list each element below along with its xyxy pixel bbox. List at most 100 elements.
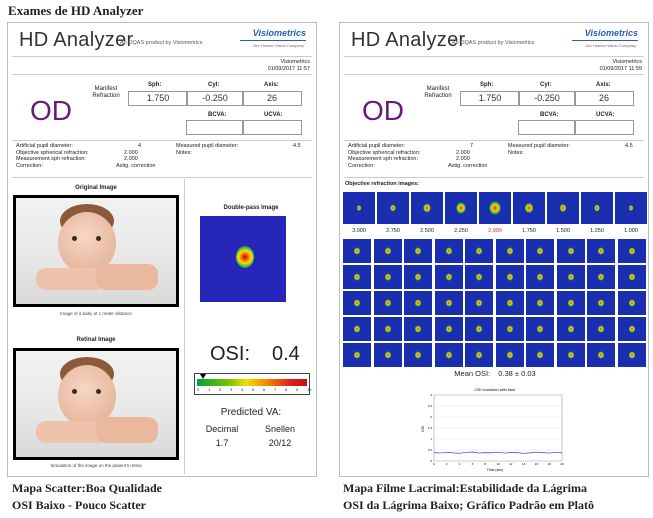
bcva-field[interactable] xyxy=(518,120,576,135)
snellen-label: Snellen xyxy=(264,424,296,434)
tear-film-image[interactable] xyxy=(342,238,372,264)
tear-film-image[interactable] xyxy=(433,290,464,316)
tear-film-image[interactable] xyxy=(403,316,433,342)
refraction-image[interactable] xyxy=(342,191,376,225)
tear-film-image[interactable] xyxy=(433,264,464,290)
tear-film-image[interactable] xyxy=(342,342,372,368)
tear-film-image[interactable] xyxy=(372,290,403,316)
ucva-field[interactable] xyxy=(242,120,302,135)
measured-pupil-label: Measured pupil diameter: xyxy=(508,143,571,149)
tear-film-image[interactable] xyxy=(433,238,464,264)
tear-film-image[interactable] xyxy=(494,238,525,264)
refraction-image[interactable] xyxy=(512,191,546,225)
artificial-pupil-row: Artificial pupil diameter: 4 xyxy=(16,143,176,150)
app-subtitle: An OQAS product by Visiometrics xyxy=(120,40,203,46)
tear-film-image[interactable] xyxy=(555,238,586,264)
tear-film-image[interactable] xyxy=(342,264,372,290)
objective-refraction-title: Objective refraction images: xyxy=(345,181,419,187)
tear-film-image[interactable] xyxy=(372,238,403,264)
tear-film-image[interactable] xyxy=(372,264,403,290)
tear-film-image[interactable] xyxy=(372,316,403,342)
tear-film-image[interactable] xyxy=(525,238,555,264)
retinal-image-caption: Simulation of the image on the patient's… xyxy=(50,463,142,468)
tear-film-image[interactable] xyxy=(525,342,555,368)
tear-film-image[interactable] xyxy=(586,238,616,264)
tear-film-image[interactable] xyxy=(494,342,525,368)
tear-film-image[interactable] xyxy=(555,342,586,368)
tear-film-image[interactable] xyxy=(403,238,433,264)
refraction-image[interactable] xyxy=(614,191,648,225)
tear-film-image[interactable] xyxy=(433,316,464,342)
measured-pupil-value: 4.5 xyxy=(293,143,301,149)
chart-xlabel: Time (sec) xyxy=(487,468,503,472)
tear-film-image[interactable] xyxy=(433,342,464,368)
sph-field[interactable]: 1.750 xyxy=(128,91,188,106)
tear-film-image[interactable] xyxy=(403,342,433,368)
tear-film-image[interactable] xyxy=(616,264,647,290)
tear-film-image[interactable] xyxy=(586,290,616,316)
retinal-image xyxy=(13,348,179,460)
tear-film-image[interactable] xyxy=(616,238,647,264)
tear-film-image[interactable] xyxy=(555,316,586,342)
tear-film-image[interactable] xyxy=(464,264,494,290)
axis-label: Axis: xyxy=(596,82,611,88)
tear-film-image[interactable] xyxy=(586,316,616,342)
tear-film-image[interactable] xyxy=(464,290,494,316)
refraction-image[interactable] xyxy=(546,191,580,225)
tear-film-image[interactable] xyxy=(342,290,372,316)
chart-x-tick: 10 xyxy=(496,462,500,466)
report-panel-tear-film: HD Analyzer An OQAS product by Visiometr… xyxy=(339,22,649,477)
notes-row: Notes: xyxy=(176,150,306,157)
tear-film-image[interactable] xyxy=(586,264,616,290)
ucva-field[interactable] xyxy=(574,120,634,135)
tear-film-image[interactable] xyxy=(403,264,433,290)
tear-film-image[interactable] xyxy=(494,290,525,316)
bcva-field[interactable] xyxy=(186,120,244,135)
osi-scale-tick: 7 xyxy=(274,387,277,392)
tear-film-image[interactable] xyxy=(555,264,586,290)
tear-film-image[interactable] xyxy=(494,316,525,342)
refraction-value-label: 1.500 xyxy=(556,228,570,234)
axis-field[interactable]: 26 xyxy=(242,91,302,106)
tear-film-image[interactable] xyxy=(342,316,372,342)
cyl-field[interactable]: -0.250 xyxy=(518,91,576,106)
tear-film-image[interactable] xyxy=(616,316,647,342)
tear-film-image[interactable] xyxy=(494,264,525,290)
tear-film-image[interactable] xyxy=(555,290,586,316)
tear-film-image[interactable] xyxy=(403,290,433,316)
tear-film-image[interactable] xyxy=(372,342,403,368)
sph-field[interactable]: 1.750 xyxy=(460,91,520,106)
tear-film-image[interactable] xyxy=(586,342,616,368)
measurement-sph-label: Measurement sph refraction: xyxy=(16,156,87,162)
measured-pupil-value: 4.5 xyxy=(625,143,633,149)
tear-film-image[interactable] xyxy=(464,316,494,342)
osi-evolution-chart: OSI evolution with time Time (sec) OSI 0… xyxy=(421,387,564,472)
divider xyxy=(12,140,312,141)
sph-label: Sph: xyxy=(148,82,162,88)
bcva-label: BCVA: xyxy=(208,112,227,118)
correction-label: Correction: xyxy=(348,162,375,169)
axis-label: Axis: xyxy=(264,82,279,88)
tear-film-image[interactable] xyxy=(616,342,647,368)
divider xyxy=(12,56,312,57)
bcva-label: BCVA: xyxy=(540,112,559,118)
tear-film-image[interactable] xyxy=(525,290,555,316)
chart-title: OSI evolution with time xyxy=(475,387,517,392)
artificial-pupil-value: 4 xyxy=(138,143,142,149)
report-meta: Visiometrics 01/09/2017 11:59 xyxy=(600,59,642,73)
tear-film-image[interactable] xyxy=(616,290,647,316)
refraction-image[interactable] xyxy=(478,191,512,225)
refraction-image[interactable] xyxy=(580,191,614,225)
tear-film-image[interactable] xyxy=(464,342,494,368)
cyl-field[interactable]: -0.250 xyxy=(186,91,244,106)
brand-tagline: Our Human Vision Company xyxy=(253,43,304,48)
chart-y-tick: 3 xyxy=(430,393,432,397)
refraction-image[interactable] xyxy=(444,191,478,225)
tear-film-image[interactable] xyxy=(525,264,555,290)
report-header: HD Analyzer An OQAS product by Visiometr… xyxy=(340,23,648,57)
axis-field[interactable]: 26 xyxy=(574,91,634,106)
refraction-image[interactable] xyxy=(410,191,444,225)
tear-film-image[interactable] xyxy=(464,238,494,264)
tear-film-image[interactable] xyxy=(525,316,555,342)
refraction-image[interactable] xyxy=(376,191,410,225)
